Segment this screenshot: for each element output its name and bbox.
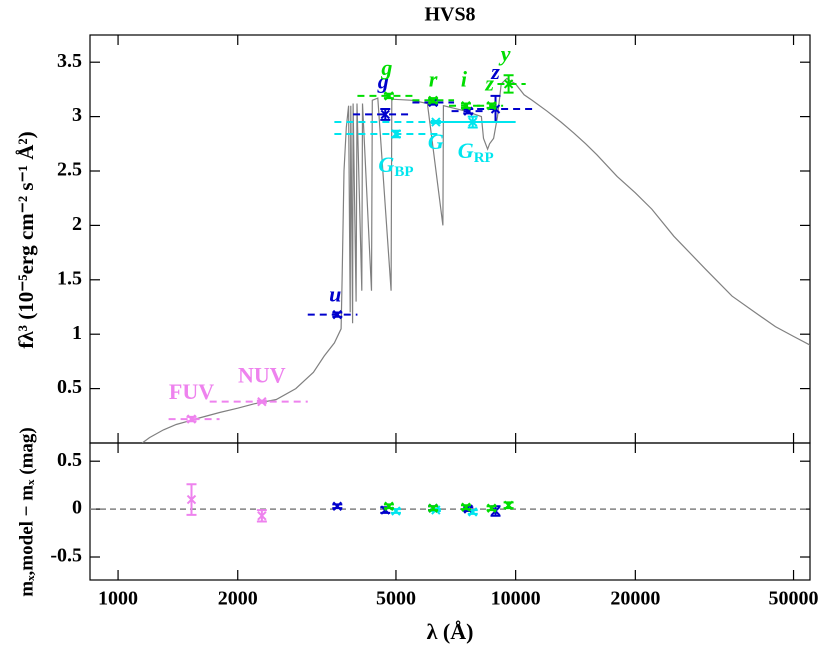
residual-point: [486, 503, 497, 513]
band-label: i: [461, 67, 468, 92]
data-point: [257, 396, 267, 407]
residual-point: [186, 494, 197, 505]
band-label: r: [429, 66, 438, 91]
data-point: [461, 101, 471, 111]
data-point: [380, 109, 390, 120]
residual-point: [461, 502, 471, 512]
band-name: z: [490, 59, 500, 84]
data-point: [391, 129, 401, 139]
y-tick-label: 2: [72, 213, 82, 235]
band-sub: BP: [394, 164, 413, 180]
band-label: z: [484, 71, 494, 96]
band-label: FUV: [169, 379, 214, 404]
band-label: g: [377, 68, 389, 93]
y-tick-label: 1: [72, 322, 82, 344]
x-axis-label: λ (Å): [427, 619, 474, 644]
data-point: [503, 79, 514, 89]
band-label: g: [380, 55, 392, 80]
y-tick-label: 3: [72, 104, 82, 126]
chart-title: HVS8: [424, 4, 475, 26]
band-label: u: [329, 282, 341, 307]
band-name: G: [428, 129, 444, 154]
band-label: z: [490, 59, 500, 84]
residual-point: [428, 503, 438, 513]
model-spectrum: [141, 77, 810, 443]
data-point: [186, 414, 197, 424]
x-tick-label: 20000: [610, 588, 660, 610]
y-tick-label: 0.5: [57, 449, 82, 471]
y-tick-label: 3.5: [57, 50, 82, 72]
band-name: i: [461, 67, 468, 92]
band-name: g: [377, 68, 389, 93]
y-tick-label: -0.5: [50, 545, 82, 567]
band-name: G: [378, 152, 394, 177]
band-name: r: [429, 66, 438, 91]
x-tick-label: 2000: [218, 588, 258, 610]
y-tick-label: 2.5: [57, 159, 82, 181]
residual-point: [503, 500, 514, 510]
band-name: y: [498, 41, 511, 66]
x-tick-label: 5000: [376, 588, 416, 610]
data-point: [468, 117, 478, 127]
y-tick-label: 0.5: [57, 376, 82, 398]
band-name: z: [484, 71, 494, 96]
band-label: y: [498, 41, 511, 66]
data-point: [428, 95, 438, 105]
band-sub: RP: [474, 150, 494, 166]
band-name: FUV: [169, 379, 214, 404]
band-name: u: [329, 282, 341, 307]
bottom-frame: [89, 442, 811, 581]
y-axis-label: fλ³ (10⁻⁵erg cm⁻² s⁻¹ Å²): [14, 131, 38, 348]
band-name: g: [380, 55, 392, 80]
data-point: [486, 101, 497, 111]
y-tick-label: 0: [72, 497, 82, 519]
y-tick-label: 1.5: [57, 267, 82, 289]
residual-y-label: mₓ,model − mₓ (mag): [16, 427, 37, 596]
band-name: G: [458, 138, 474, 163]
data-point: [332, 309, 343, 320]
band-label: GRP: [458, 138, 494, 166]
x-tick-label: 1000: [98, 588, 138, 610]
x-tick-label: 50000: [769, 588, 819, 610]
x-tick-label: 10000: [491, 588, 541, 610]
band-label: NUV: [238, 363, 286, 388]
band-name: NUV: [238, 363, 286, 388]
band-label: G: [428, 129, 444, 154]
residual-point: [257, 511, 267, 521]
residual-point: [332, 501, 343, 511]
band-label: GBP: [378, 152, 413, 180]
residual-point: [384, 501, 394, 511]
data-point: [384, 91, 394, 101]
